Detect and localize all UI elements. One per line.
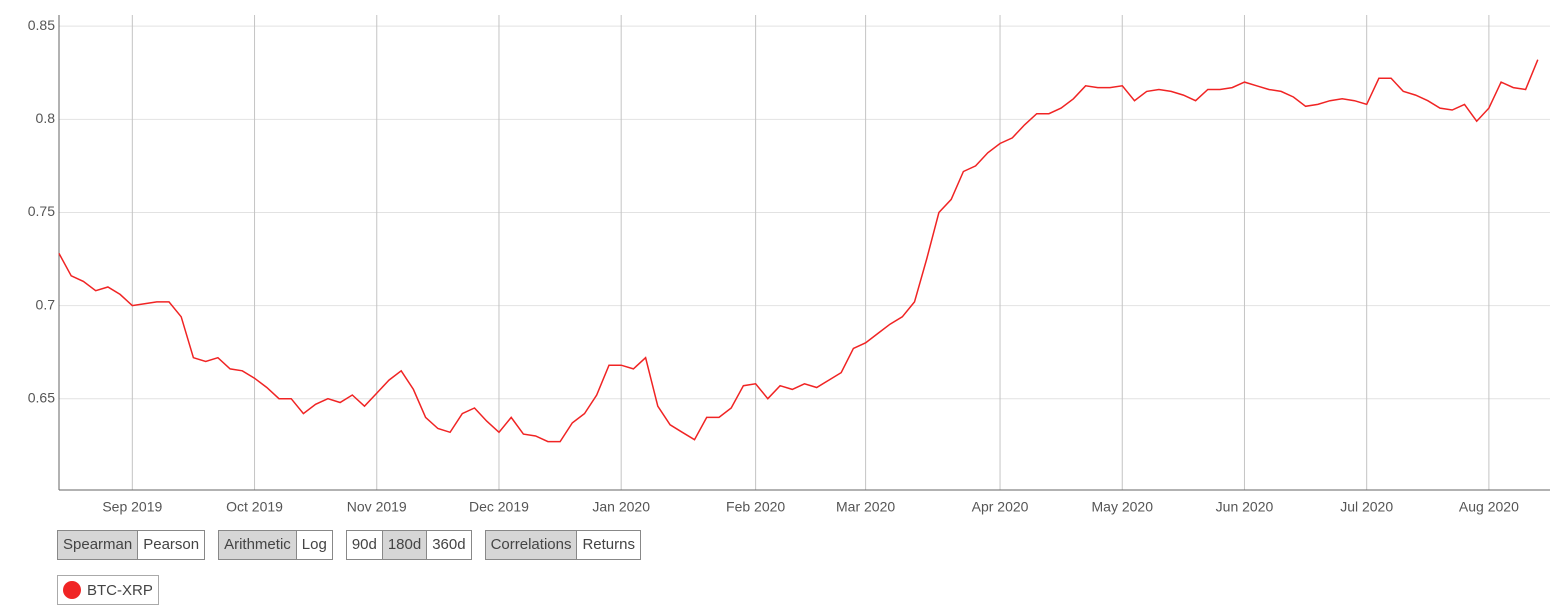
x-tick-label: Apr 2020	[972, 499, 1029, 515]
toggle-button[interactable]: Correlations	[485, 531, 577, 559]
legend-item[interactable]: BTC-XRP	[57, 575, 159, 605]
legend-swatch	[63, 581, 81, 599]
toggle-button[interactable]: 90d	[346, 531, 382, 559]
y-tick-label: 0.85	[28, 17, 55, 33]
controls: Spearman Pearson Arithmetic Log 90d 180d 360d C…	[57, 530, 641, 560]
toggle-button[interactable]: Pearson	[137, 531, 205, 559]
toggle-button[interactable]: Arithmetic	[219, 531, 296, 559]
toggle-button[interactable]: 360d	[426, 531, 471, 559]
button-group: 90d 180d 360d	[345, 530, 472, 560]
x-tick-label: Jul 2020	[1340, 499, 1393, 515]
toggle-button[interactable]: Log	[295, 531, 332, 559]
x-tick-label: Mar 2020	[836, 499, 895, 515]
y-tick-label: 0.7	[36, 296, 56, 312]
x-tick-label: Oct 2019	[226, 499, 283, 515]
x-tick-label: Nov 2019	[347, 499, 407, 515]
toggle-button[interactable]: Returns	[576, 531, 640, 559]
chart: 0.65 0.7 0.75 0.8 0.85 Sep 2019 Oct 2019 Nov 20…	[28, 15, 1550, 515]
x-tick-label: Jun 2020	[1216, 499, 1274, 515]
button-group: Correlations Returns	[484, 530, 641, 560]
x-tick-label: Dec 2019	[469, 499, 529, 515]
x-tick-label: Feb 2020	[726, 499, 785, 515]
toggle-button[interactable]: 180d	[381, 531, 427, 559]
x-tick-label: May 2020	[1092, 499, 1154, 515]
x-tick-label: Aug 2020	[1459, 499, 1519, 515]
legend-label: BTC-XRP	[87, 581, 153, 599]
y-tick-label: 0.65	[28, 389, 55, 405]
y-tick-label: 0.8	[36, 110, 56, 126]
toggle-button[interactable]: Spearman	[58, 531, 138, 559]
x-tick-label: Jan 2020	[592, 499, 650, 515]
button-group: Arithmetic Log	[218, 530, 333, 560]
x-tick-label: Sep 2019	[102, 499, 162, 515]
button-group: Spearman Pearson	[57, 530, 206, 560]
y-tick-label: 0.75	[28, 203, 55, 219]
series-line	[58, 59, 1539, 443]
